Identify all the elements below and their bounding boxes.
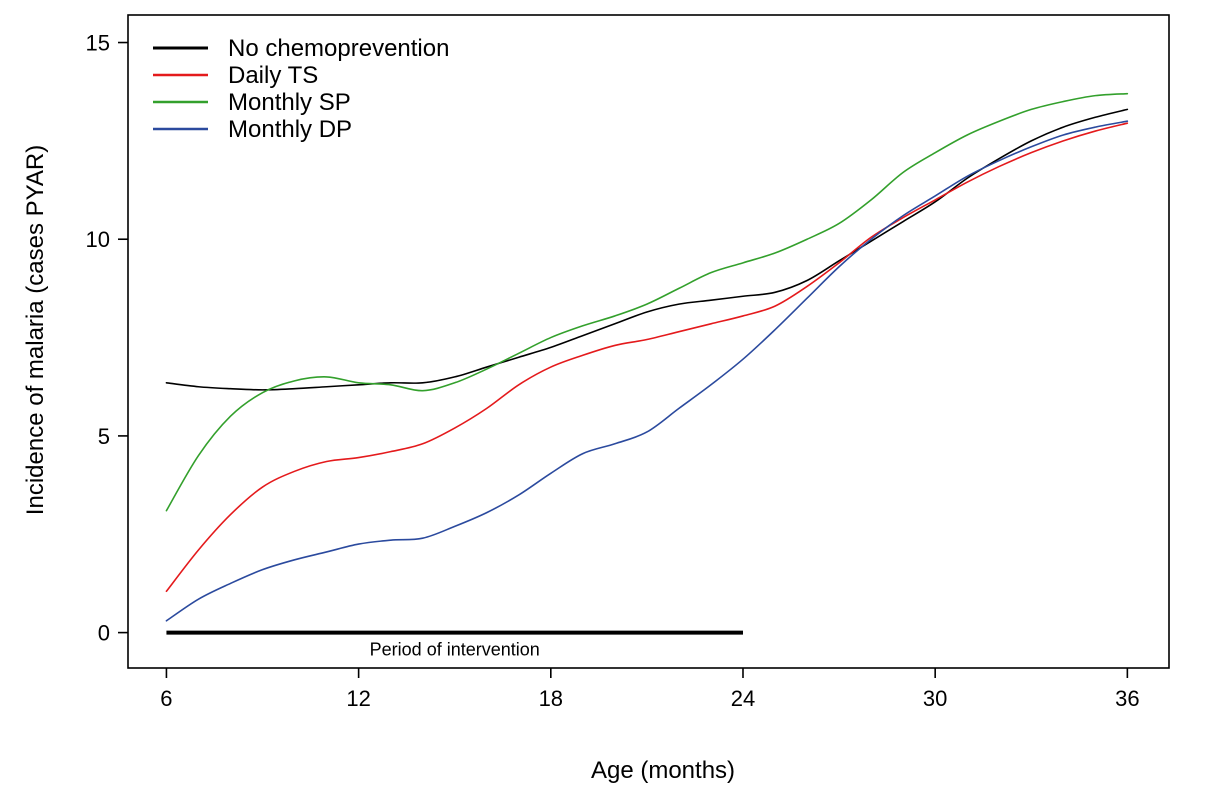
series-line-monthly-dp bbox=[165, 120, 1129, 622]
x-axis-label: Age (months) bbox=[591, 757, 735, 784]
x-tick-label: 36 bbox=[1115, 686, 1139, 711]
legend-label-daily-ts: Daily TS bbox=[228, 62, 318, 89]
x-tick-label: 30 bbox=[923, 686, 947, 711]
x-tick-label: 24 bbox=[731, 686, 755, 711]
x-tick-label: 12 bbox=[346, 686, 370, 711]
series-layer bbox=[165, 92, 1129, 622]
y-tick-label: 10 bbox=[86, 227, 110, 252]
legend-label-monthly-sp: Monthly SP bbox=[228, 89, 351, 116]
y-axis-label: Incidence of malaria (cases PYAR) bbox=[22, 145, 49, 515]
x-tick-label: 6 bbox=[160, 686, 172, 711]
y-tick-label: 0 bbox=[98, 621, 110, 646]
x-tick-label: 18 bbox=[539, 686, 563, 711]
series-line-monthly-sp bbox=[165, 92, 1129, 512]
plot-frame bbox=[127, 14, 1170, 669]
series-line-no-chemoprevention bbox=[165, 108, 1129, 391]
y-tick-label: 15 bbox=[86, 31, 110, 56]
y-tick-label: 5 bbox=[98, 424, 110, 449]
legend-label-no-chemoprevention: No chemoprevention bbox=[228, 35, 449, 62]
legend-label-monthly-dp: Monthly DP bbox=[228, 116, 352, 143]
annotation-layer: Period of intervention bbox=[166, 630, 743, 660]
intervention-period-label: Period of intervention bbox=[370, 640, 540, 660]
x-axis: 6 12 18 24 30 36 bbox=[160, 668, 1140, 711]
series-line-daily-ts bbox=[165, 122, 1129, 593]
y-axis: 0 5 10 15 bbox=[86, 31, 128, 646]
